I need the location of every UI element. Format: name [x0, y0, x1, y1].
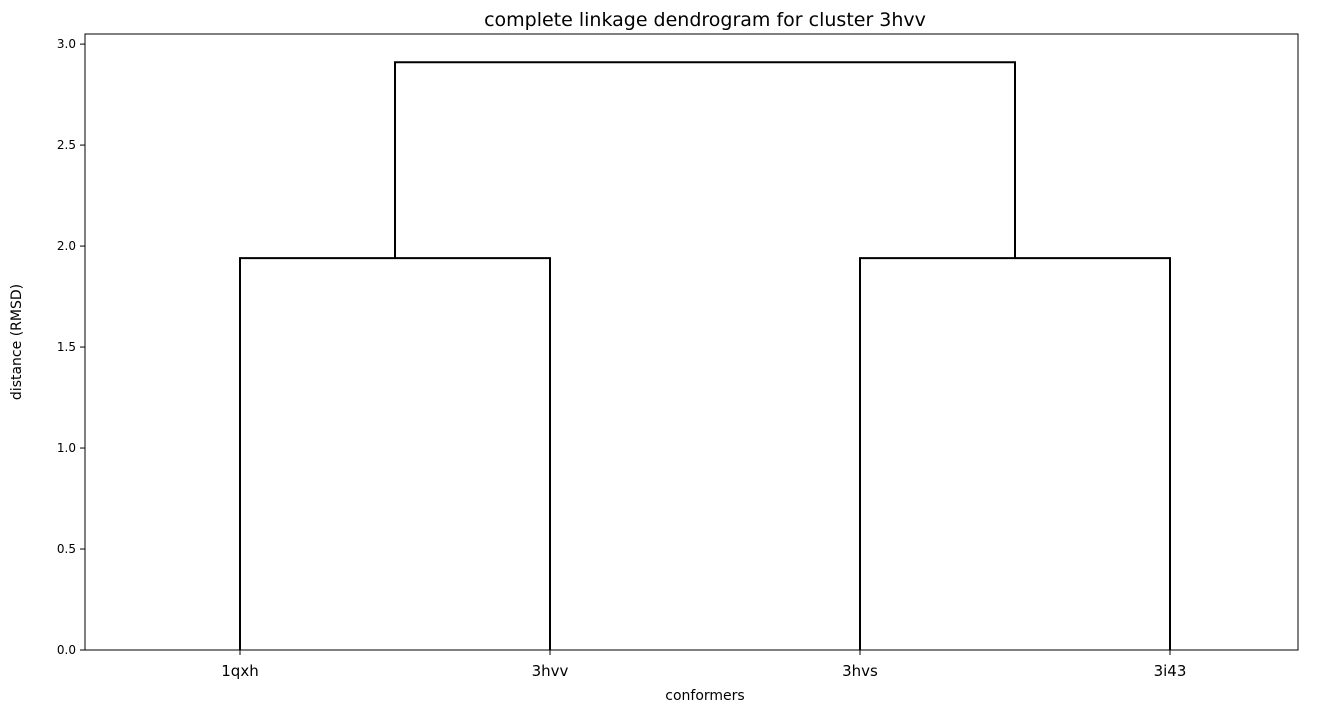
leaf-label-3i43: 3i43	[1154, 662, 1187, 680]
x-axis-label: conformers	[665, 688, 744, 704]
leaf-label-3hvs: 3hvs	[842, 662, 878, 680]
y-axis-ticks: 0.0 0.5 1.0 1.5 2.0 2.5 3.0	[57, 37, 85, 657]
dendrogram-link-2	[859, 257, 1171, 650]
y-tick-label: 2.5	[57, 138, 76, 152]
plot-frame	[84, 33, 1299, 651]
dendrogram-links	[239, 61, 1171, 650]
y-tick-label: 3.0	[57, 37, 76, 51]
dendrogram-link-3	[394, 61, 1016, 259]
leaf-label-3hvv: 3hvv	[532, 662, 569, 680]
dendrogram-link-1	[239, 257, 551, 650]
leaf-label-1qxh: 1qxh	[221, 662, 258, 680]
y-tick-label: 0.0	[57, 643, 76, 657]
chart-title: complete linkage dendrogram for cluster …	[484, 9, 926, 31]
y-tick-label: 1.0	[57, 441, 76, 455]
y-tick-label: 0.5	[57, 542, 76, 556]
y-tick-label: 1.5	[57, 340, 76, 354]
y-axis-label: distance (RMSD)	[9, 284, 25, 400]
x-axis-ticks: 1qxh 3hvv 3hvs 3i43	[221, 650, 1186, 680]
y-tick-label: 2.0	[57, 239, 76, 253]
